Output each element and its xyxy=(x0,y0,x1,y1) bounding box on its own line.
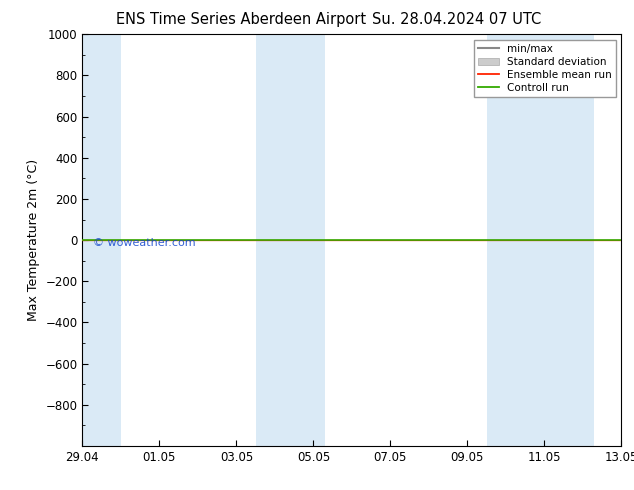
Bar xyxy=(487,34,595,446)
Text: © woweather.com: © woweather.com xyxy=(93,238,196,248)
Text: Su. 28.04.2024 07 UTC: Su. 28.04.2024 07 UTC xyxy=(372,12,541,27)
Legend: min/max, Standard deviation, Ensemble mean run, Controll run: min/max, Standard deviation, Ensemble me… xyxy=(474,40,616,97)
Bar xyxy=(256,34,325,446)
Bar xyxy=(71,34,121,446)
Y-axis label: Max Temperature 2m (°C): Max Temperature 2m (°C) xyxy=(27,159,40,321)
Text: ENS Time Series Aberdeen Airport: ENS Time Series Aberdeen Airport xyxy=(116,12,366,27)
